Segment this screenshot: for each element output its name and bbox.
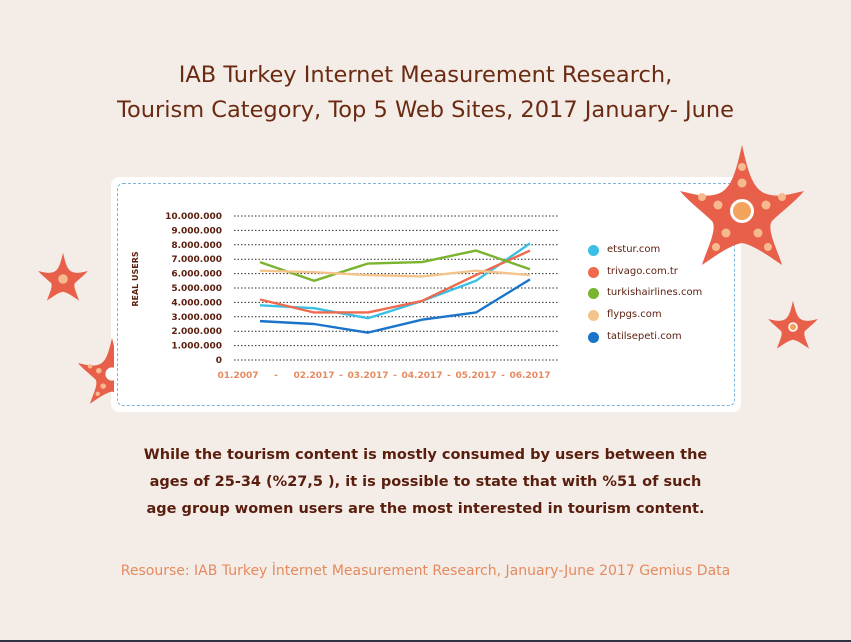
chart-card [111, 177, 741, 412]
starfish-large-icon [680, 145, 804, 265]
x-tick-label: 06.2017 [510, 371, 551, 381]
y-tick-label: 7.000.000 [171, 255, 222, 265]
legend-label: tatilsepeti.com [607, 330, 682, 342]
title-line-2: Tourism Category, Top 5 Web Sites, 2017 … [117, 97, 734, 123]
x-tick-separator: - [274, 371, 278, 381]
legend-label: etstur.com [607, 244, 661, 255]
legend-label: flypgs.com [607, 309, 662, 321]
y-tick-label: 1.000.000 [171, 342, 222, 352]
x-tick-label: 02.2017 [294, 371, 335, 381]
x-tick-label: 03.2017 [348, 371, 389, 381]
page-title: IAB Turkey Internet Measurement Research… [0, 58, 851, 128]
y-tick-label: 2.000.000 [171, 327, 222, 337]
y-tick-label: 9.000.000 [171, 226, 222, 236]
bottom-divider [0, 640, 851, 642]
x-tick-separator: - [393, 371, 397, 381]
x-tick-label: 05.2017 [456, 371, 497, 381]
legend-swatch [588, 331, 599, 343]
series-line-turkishairlines-com [259, 249, 531, 283]
chart-card-border [117, 183, 735, 406]
x-tick-label: 01.2007 [218, 371, 259, 381]
y-tick-label: 0 [216, 356, 222, 366]
legend-swatch [588, 245, 599, 256]
x-tick-separator: - [501, 371, 505, 381]
x-tick-separator: - [339, 371, 343, 381]
legend-swatch [588, 266, 599, 278]
legend-swatch [588, 288, 599, 300]
series-line-tatilsepeti-com [259, 278, 531, 334]
starfish-small-left-icon [38, 252, 88, 301]
series-line-etstur-com [259, 242, 531, 320]
legend-label: turkishairlines.com [607, 287, 703, 299]
line-chart: 0 1.000.000 2.000.000 3.000.000 4.000.000 5.0… [165, 212, 558, 381]
y-tick-label: 3.000.000 [171, 313, 222, 323]
y-tick-label: 8.000.000 [171, 241, 222, 251]
y-tick-label: 5.000.000 [171, 284, 222, 294]
x-tick-separator: - [447, 371, 451, 381]
legend-label: trivago.com.tr [607, 265, 678, 277]
starfish-small-right-icon [768, 300, 818, 349]
series-line-flypgs-com [259, 269, 531, 278]
y-tick-label: 10.000.000 [165, 212, 222, 222]
description-line-1: While the tourism content is mostly cons… [143, 447, 708, 463]
y-tick-label: 4.000.000 [171, 298, 222, 308]
y-tick-label: 6.000.000 [171, 270, 222, 280]
x-tick-label: 04.2017 [402, 371, 443, 381]
description-line-3: age group women users are the most inter… [146, 501, 705, 517]
legend-swatch [588, 310, 599, 322]
source-note: Resourse: IAB Turkey İnternet Measuremen… [120, 563, 731, 579]
starfish-partial-icon [77, 337, 114, 404]
description-line-2: ages of 25-34 (%27,5 ), it is possible t… [149, 474, 702, 490]
title-line-1: IAB Turkey Internet Measurement Research… [178, 62, 673, 88]
y-axis-label: REAL USERS [131, 251, 140, 307]
description: While the tourism content is mostly cons… [0, 442, 851, 523]
